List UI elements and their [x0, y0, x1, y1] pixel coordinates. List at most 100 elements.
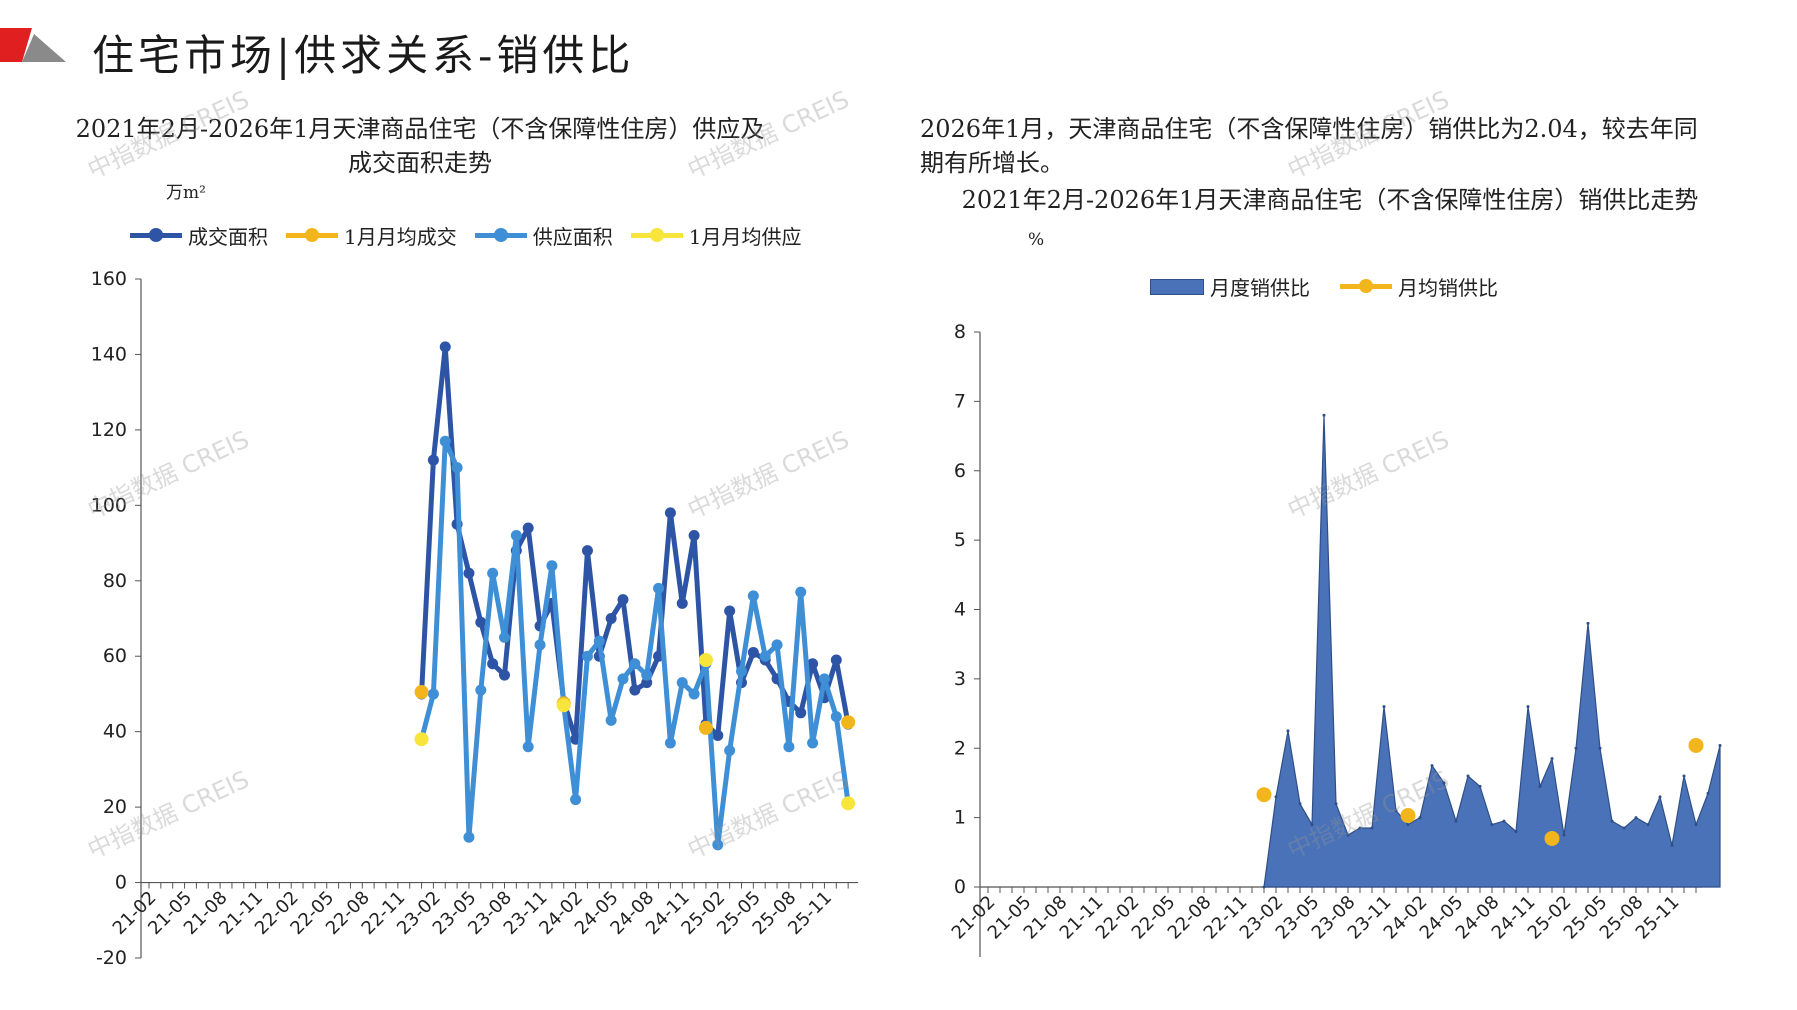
data-point-ratio [1586, 621, 1590, 625]
data-point-ratio [1334, 802, 1338, 806]
data-point-ratio [1502, 819, 1506, 823]
data-point-supply [795, 586, 807, 598]
data-point-supply [653, 582, 665, 594]
y-tick-label: 0 [115, 872, 127, 894]
y-tick-label: 3 [954, 668, 966, 690]
data-point-supply [688, 688, 700, 700]
page-header: 住宅市场|供求关系-销供比 [0, 0, 1797, 90]
data-point-supply [724, 745, 736, 757]
data-point-deal [522, 522, 534, 534]
data-point-deal [499, 669, 510, 681]
data-point-deal [747, 646, 759, 658]
data-point-ratio [1562, 833, 1566, 837]
series-area-ratio [1263, 415, 1721, 888]
legend-item-supply: 供应面积 [474, 221, 613, 250]
data-point-ratio [1490, 823, 1494, 827]
y-tick-label: 160 [91, 268, 127, 290]
data-point-ratio [1706, 791, 1710, 795]
data-point-supply [747, 590, 759, 602]
avg-point-avg-supply [414, 732, 429, 747]
data-point-ratio [1610, 819, 1614, 823]
data-point-deal [605, 613, 617, 624]
y-tick-label: 2 [954, 737, 966, 759]
y-tick-label: 4 [954, 599, 966, 621]
y-tick-label: 100 [91, 494, 127, 516]
data-point-supply [499, 631, 510, 643]
avg-point-avg-deal [414, 685, 429, 700]
right-chart-legend: 月度销供比 月均销供比 [1150, 272, 1516, 301]
legend-label-supply: 供应面积 [532, 225, 613, 249]
data-point-ratio [1526, 705, 1530, 709]
data-point-supply [830, 711, 842, 723]
avg-point-ratio [1544, 830, 1560, 846]
data-point-supply [439, 435, 451, 447]
right-chart-unit: % [1028, 230, 1045, 250]
brand-logo [0, 28, 66, 62]
data-point-ratio [1634, 816, 1638, 820]
data-point-supply [581, 650, 593, 662]
right-area-chart: 01234567821-0221-0521-0821-1122-0222-052… [948, 321, 1722, 957]
data-point-supply [510, 530, 522, 542]
data-point-ratio [1622, 826, 1626, 830]
left-chart-title: 2021年2月-2026年1月天津商品住宅（不含保障性住房）供应及成交面积走势 [75, 115, 765, 177]
legend-swatch-supply [474, 228, 527, 242]
data-point-deal [807, 658, 819, 670]
y-tick-label: 140 [91, 343, 127, 365]
data-point-supply [641, 669, 653, 681]
data-point-ratio [1478, 784, 1482, 788]
logo-grey-shape [22, 34, 66, 62]
data-point-supply [451, 462, 463, 474]
data-point-ratio [1574, 746, 1578, 750]
data-point-supply [427, 688, 439, 700]
avg-point-ratio [1400, 808, 1416, 824]
legend-item-ratio: 月度销供比 [1150, 272, 1310, 301]
y-tick-label: 20 [103, 796, 127, 818]
legend-label-ratio: 月度销供比 [1210, 276, 1310, 300]
data-point-supply [771, 639, 783, 651]
data-point-supply [475, 684, 487, 696]
data-point-supply [546, 560, 558, 572]
y-tick-label: 8 [954, 321, 966, 343]
right-chart-description: 2026年1月，天津商品住宅（不含保障性住房）销供比为2.04，较去年同期有所增… [920, 115, 1698, 177]
data-point-supply [534, 639, 546, 651]
data-point-deal [629, 684, 641, 696]
legend-swatch-deal [130, 228, 182, 242]
data-point-supply [712, 839, 724, 851]
data-point-deal [617, 594, 629, 606]
data-point-ratio [1682, 774, 1686, 778]
avg-point-avg-supply [556, 698, 571, 713]
legend-item-avg-supply: 1月月均供应 [630, 221, 801, 250]
avg-point-ratio [1688, 737, 1704, 753]
data-point-ratio [1646, 823, 1650, 827]
data-point-supply [807, 737, 819, 749]
data-point-ratio [1670, 843, 1674, 847]
y-tick-label: 0 [954, 876, 966, 898]
data-point-ratio [1322, 413, 1326, 417]
data-point-deal [439, 341, 451, 353]
data-point-ratio [1694, 823, 1698, 827]
legend-item-deal: 成交面积 [130, 221, 268, 250]
data-point-ratio [1454, 819, 1458, 823]
legend-swatch-ratio [1150, 278, 1204, 295]
legend-label-deal: 成交面积 [188, 225, 268, 249]
legend-label-avg-deal: 1月月均成交 [344, 225, 457, 249]
page-title: 住宅市场|供求关系-销供比 [92, 31, 635, 80]
data-point-deal [641, 677, 653, 689]
data-point-ratio [1406, 823, 1410, 827]
data-point-ratio [1598, 746, 1602, 750]
legend-swatch-avg-deal [286, 228, 338, 242]
left-line-chart: -2002040608010012014016021-0221-0521-082… [91, 268, 859, 969]
data-point-supply [759, 650, 771, 662]
data-point-deal [830, 654, 842, 666]
data-point-ratio [1358, 826, 1362, 830]
data-point-deal [475, 616, 487, 628]
series-line-supply [419, 438, 851, 848]
data-point-ratio [1286, 729, 1290, 733]
left-chart-legend: 成交面积 1月月均成交 供应面积 1月月均供应 [130, 221, 819, 250]
data-point-supply [736, 665, 747, 677]
data-point-ratio [1718, 743, 1722, 747]
data-point-deal [581, 545, 593, 557]
data-point-supply [605, 714, 617, 726]
y-tick-label: 80 [103, 570, 127, 592]
avg-point-avg-deal [698, 720, 713, 735]
